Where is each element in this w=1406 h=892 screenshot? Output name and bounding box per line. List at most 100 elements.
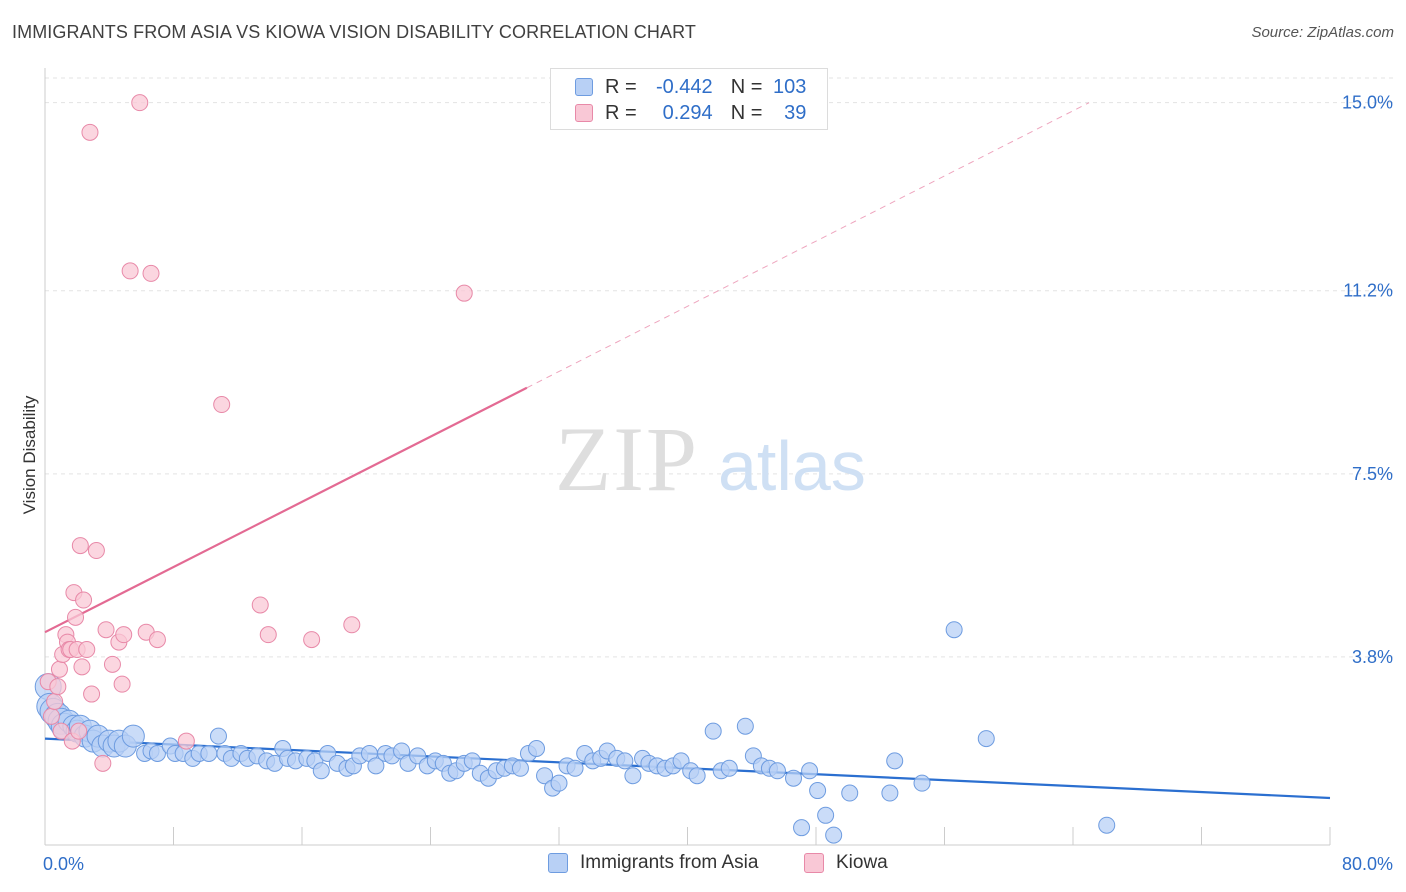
point-asia [793,819,811,837]
point-asia [913,774,931,792]
watermark-zip: ZIP [555,408,699,510]
series-immigrants-from-asia [34,621,1116,844]
point-kiowa [148,631,166,649]
point-kiowa [455,284,473,302]
point-kiowa [177,732,195,750]
y-tick-label: 7.5% [1352,464,1393,484]
legend-item-kiowa[interactable]: Kiowa [804,852,888,874]
point-kiowa [113,675,131,693]
point-asia [616,752,634,770]
point-asia [312,762,330,780]
point-kiowa [97,621,115,639]
point-kiowa [94,754,112,772]
point-asia [809,782,827,800]
watermark: ZIP atlas [555,408,866,510]
point-kiowa [73,658,91,676]
point-kiowa [343,616,361,634]
r-value: -0.442 [655,75,713,98]
legend-swatch-pink [575,104,593,122]
point-asia [886,752,904,770]
series-kiowa [39,94,473,772]
point-asia [736,717,754,735]
n-label: N = [730,75,763,98]
point-asia [550,774,568,792]
point-asia [881,784,899,802]
point-kiowa [87,542,105,560]
point-kiowa [78,641,96,659]
legend-item-asia[interactable]: Immigrants from Asia [548,852,758,874]
x-tick-labels: 0.0% 80.0% [43,854,1393,874]
point-asia [536,767,554,785]
point-asia [801,762,819,780]
legend-label-asia: Immigrants from Asia [580,852,759,873]
point-asia [720,759,738,777]
r-value: 0.294 [662,101,713,124]
point-kiowa [121,262,139,280]
point-asia [704,722,722,740]
x-tick-label: 80.0% [1342,854,1393,874]
y-tick-label: 15.0% [1342,93,1393,113]
point-asia [148,744,166,762]
point-asia [528,739,546,757]
point-asia [841,784,859,802]
point-asia [566,759,584,777]
point-asia [367,757,385,775]
point-kiowa [303,631,321,649]
point-asia [817,806,835,824]
y-tick-label: 3.8% [1352,647,1393,667]
r-label: R = [605,101,637,124]
point-asia [688,767,706,785]
point-kiowa [259,626,277,644]
y-tick-label: 11.2% [1343,281,1393,301]
point-kiowa [81,123,99,141]
watermark-atlas: atlas [718,427,866,505]
legend-label-kiowa: Kiowa [836,852,888,873]
series-legend: Immigrants from Asia Kiowa [0,852,1406,876]
point-asia [209,727,227,745]
point-kiowa [103,655,121,673]
chart-title: IMMIGRANTS FROM ASIA VS KIOWA VISION DIS… [12,22,696,42]
point-asia [768,762,786,780]
gridlines [45,77,1395,658]
point-kiowa [52,722,70,740]
legend-swatch-blue [548,853,568,873]
point-asia [1098,816,1116,834]
point-kiowa [46,692,64,710]
point-kiowa [131,94,149,112]
point-kiowa [49,678,67,696]
point-kiowa [142,264,160,282]
x-tick-label: 0.0% [43,854,84,874]
point-asia [977,730,995,748]
point-asia [463,752,481,770]
point-kiowa [83,685,101,703]
point-kiowa [115,626,133,644]
point-kiowa [70,722,88,740]
point-kiowa [42,707,60,725]
point-asia [200,744,218,762]
legend-row-asia: R = -0.442 N = 103 [575,75,806,99]
legend-swatch-blue [575,78,593,96]
point-kiowa [251,596,269,614]
legend-swatch-pink [804,853,824,873]
point-kiowa [50,660,68,678]
correlation-legend: R = -0.442 N = 103 R = 0.294 N = 39 [550,68,828,130]
source-label: Source: ZipAtlas.com [1251,24,1394,41]
point-asia [785,769,803,787]
n-value: 39 [784,101,807,124]
point-asia [511,759,529,777]
y-tick-labels: 3.8% 7.5% 11.2% 15.0% [1342,93,1393,667]
point-kiowa [71,537,89,555]
n-value: 103 [773,75,807,98]
y-axis-label: Vision Disability [20,395,39,514]
point-asia [121,724,145,748]
point-asia [825,826,843,844]
point-asia [945,621,963,639]
point-kiowa [75,591,93,609]
axes [44,68,1331,846]
point-kiowa [67,608,85,626]
point-kiowa [213,396,231,414]
trend-line-dashed [526,102,1090,389]
n-label: N = [730,101,763,124]
r-label: R = [605,75,637,98]
